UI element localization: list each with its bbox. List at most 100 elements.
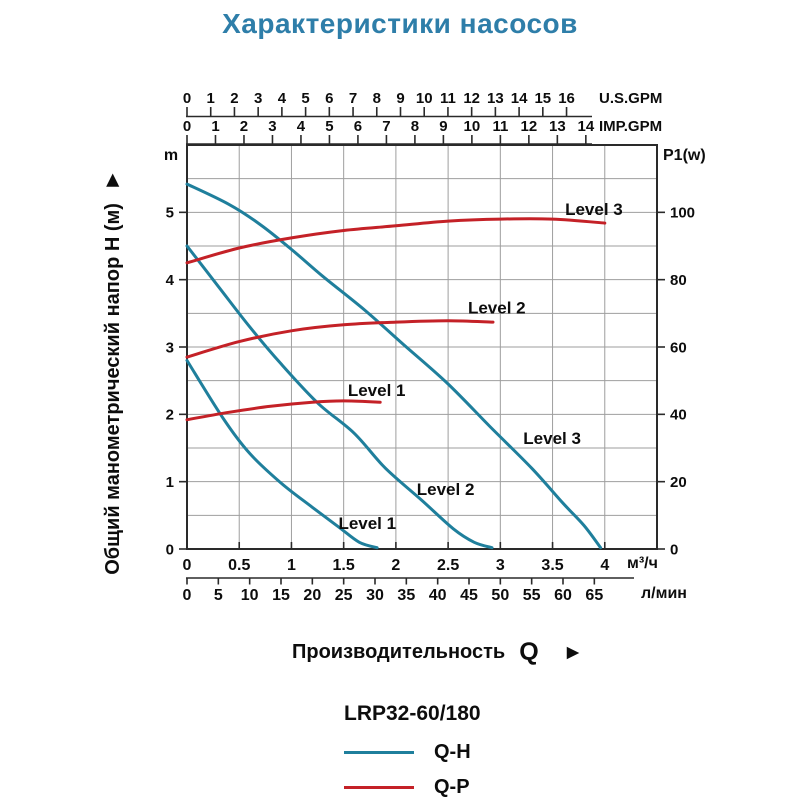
usgpm-tick-label: 16	[558, 90, 575, 107]
lmin-tick-label: 10	[241, 587, 259, 604]
right-axis-tick-label: 20	[670, 474, 687, 491]
curve-q-p-level-3	[185, 217, 607, 265]
legend: LRP32-60/180 Q-H Q-P	[344, 702, 481, 799]
lmin-tick-label: 60	[554, 587, 572, 604]
usgpm-tick-label: 14	[511, 90, 528, 107]
left-axis-tick-label: 3	[166, 339, 174, 356]
impgpm-tick-label: 1	[211, 118, 219, 135]
m3h-tick-label: 2	[391, 557, 400, 574]
impgpm-tick-label: 14	[577, 118, 594, 135]
usgpm-tick-label: 5	[301, 90, 309, 107]
model-label: LRP32-60/180	[344, 702, 481, 725]
right-axis-tick-label: 0	[670, 541, 678, 558]
impgpm-axis-unit: IMP.GPM	[599, 118, 662, 135]
curve-label-q-h-level-3: Level 3	[523, 429, 581, 448]
qh-line-swatch	[344, 750, 414, 754]
impgpm-tick-label: 10	[464, 118, 481, 135]
usgpm-tick-label: 12	[463, 90, 480, 107]
right-axis-tick-label: 40	[670, 407, 687, 424]
lmin-tick-label: 30	[366, 587, 384, 604]
lmin-tick-label: 40	[429, 587, 447, 604]
usgpm-tick-label: 9	[396, 90, 404, 107]
curve-q-h-level-3	[185, 182, 603, 550]
right-axis-tick-label: 100	[670, 205, 695, 222]
impgpm-tick-label: 4	[297, 118, 306, 135]
m3h-tick-label: 0	[183, 557, 192, 574]
impgpm-tick-label: 0	[183, 118, 191, 135]
usgpm-tick-label: 7	[349, 90, 357, 107]
impgpm-tick-label: 12	[521, 118, 538, 135]
impgpm-tick-label: 11	[492, 118, 508, 135]
left-axis-tick-label: 0	[166, 541, 174, 558]
lmin-tick-label: 50	[491, 587, 509, 604]
right-axis-unit: P1(w)	[663, 147, 706, 164]
right-axis-tick-label: 80	[670, 272, 687, 289]
m3h-tick-label: 3	[496, 557, 505, 574]
usgpm-tick-label: 1	[207, 90, 215, 107]
m3h-tick-label: 2.5	[437, 557, 459, 574]
usgpm-tick-label: 8	[373, 90, 381, 107]
impgpm-tick-label: 13	[549, 118, 566, 135]
right-axis-tick-label: 60	[670, 339, 687, 356]
left-axis-tick-label: 2	[166, 407, 174, 424]
qp-line-swatch	[344, 785, 414, 789]
usgpm-tick-label: 3	[254, 90, 262, 107]
page-title: Характеристики насосов	[222, 8, 578, 39]
lmin-tick-label: 20	[303, 587, 321, 604]
impgpm-tick-label: 8	[411, 118, 419, 135]
impgpm-tick-label: 5	[325, 118, 333, 135]
m3h-tick-label: 1	[287, 557, 296, 574]
curve-label-q-p-level-1: Level 1	[348, 381, 406, 400]
left-axis-unit: m	[164, 147, 178, 164]
lmin-tick-label: 55	[523, 587, 541, 604]
usgpm-tick-label: 2	[230, 90, 238, 107]
usgpm-tick-label: 0	[183, 90, 191, 107]
curve-q-h-level-1	[185, 359, 379, 550]
curve-label-q-p-level-2: Level 2	[468, 298, 526, 317]
m3h-tick-label: 0.5	[228, 557, 250, 574]
x-axis-symbol: Q	[519, 638, 539, 666]
m3h-axis-unit: м³/ч	[627, 555, 658, 572]
x-axis-title-text: Производительность	[292, 641, 506, 663]
usgpm-tick-label: 6	[325, 90, 333, 107]
lmin-tick-label: 45	[460, 587, 478, 604]
legend-row-qh: Q-H	[344, 740, 481, 764]
curve-q-p-level-2	[185, 319, 495, 359]
curve-label-q-p-level-3: Level 3	[565, 200, 623, 219]
lmin-tick-label: 15	[272, 587, 290, 604]
lmin-tick-label: 0	[183, 587, 192, 604]
usgpm-tick-label: 15	[534, 90, 551, 107]
curve-label-q-h-level-2: Level 2	[417, 480, 475, 499]
left-axis-tick-label: 1	[166, 474, 174, 491]
usgpm-axis-unit: U.S.GPM	[599, 90, 662, 107]
impgpm-tick-label: 3	[268, 118, 276, 135]
curve-q-p-level-1	[185, 399, 382, 422]
usgpm-tick-label: 4	[278, 90, 287, 107]
lmin-tick-label: 25	[335, 587, 353, 604]
legend-label-qh: Q-H	[434, 740, 471, 763]
impgpm-tick-label: 6	[354, 118, 362, 135]
lmin-tick-label: 65	[585, 587, 603, 604]
impgpm-tick-label: 7	[382, 118, 390, 135]
lmin-tick-label: 5	[214, 587, 223, 604]
left-axis-tick-label: 4	[166, 272, 175, 289]
x-axis-title: Производительность Q ►	[292, 638, 583, 667]
legend-row-qp: Q-P	[344, 775, 481, 799]
usgpm-tick-label: 13	[487, 90, 504, 107]
usgpm-tick-label: 11	[440, 90, 456, 107]
impgpm-tick-label: 2	[240, 118, 248, 135]
curve-label-q-h-level-1: Level 1	[338, 514, 396, 533]
right-arrow-icon: ►	[562, 640, 584, 664]
impgpm-tick-label: 9	[439, 118, 447, 135]
left-axis-tick-label: 5	[166, 205, 174, 222]
usgpm-tick-label: 10	[416, 90, 433, 107]
m3h-tick-label: 4	[600, 557, 609, 574]
lmin-tick-label: 35	[397, 587, 415, 604]
curve-q-h-level-2	[185, 244, 494, 550]
m3h-tick-label: 1.5	[333, 557, 355, 574]
legend-label-qp: Q-P	[434, 775, 470, 798]
m3h-tick-label: 3.5	[541, 557, 563, 574]
lmin-axis-unit: л/мин	[641, 585, 687, 602]
